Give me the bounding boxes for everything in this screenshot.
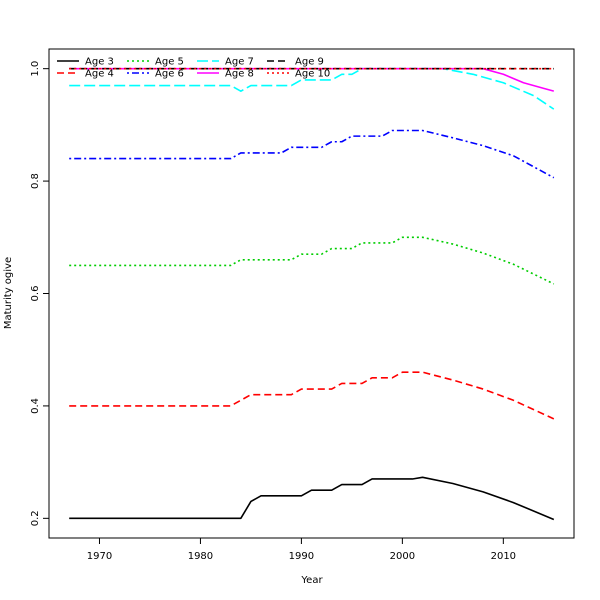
legend-label: Age 10 [295, 69, 330, 80]
plot-frame [48, 48, 575, 539]
y-axis: 0.2 0.4 0.6 0.8 1.0 [30, 61, 49, 526]
legend-label: Age 6 [155, 69, 184, 80]
y-tick-label: 0.2 [30, 510, 41, 526]
y-tick-label: 1.0 [30, 61, 41, 77]
series-layer [69, 67, 555, 521]
legend-label: Age 9 [295, 57, 324, 68]
legend-label: Age 4 [85, 69, 114, 80]
x-tick-label: 1990 [289, 551, 314, 562]
series-line-age-7 [69, 67, 555, 110]
x-axis: 1970 1980 1990 2000 2010 [87, 538, 516, 562]
legend-label: Age 3 [85, 57, 114, 68]
legend-label: Age 8 [225, 69, 254, 80]
x-tick-label: 2010 [491, 551, 516, 562]
y-tick-label: 0.6 [30, 286, 41, 302]
y-tick-label: 0.8 [30, 173, 41, 189]
x-axis-title: Year [300, 575, 323, 586]
legend-label: Age 7 [225, 57, 254, 68]
legend-label: Age 5 [155, 57, 184, 68]
series-line-age-4 [69, 371, 555, 420]
y-axis-title: Maturity ogive [3, 257, 14, 329]
series-line-age-3 [69, 476, 555, 521]
y-tick-label: 0.4 [30, 398, 41, 414]
series-line-age-6 [69, 129, 555, 179]
series-line-age-5 [69, 236, 555, 285]
x-tick-label: 2000 [390, 551, 415, 562]
x-tick-label: 1970 [87, 551, 112, 562]
x-tick-label: 1980 [188, 551, 213, 562]
